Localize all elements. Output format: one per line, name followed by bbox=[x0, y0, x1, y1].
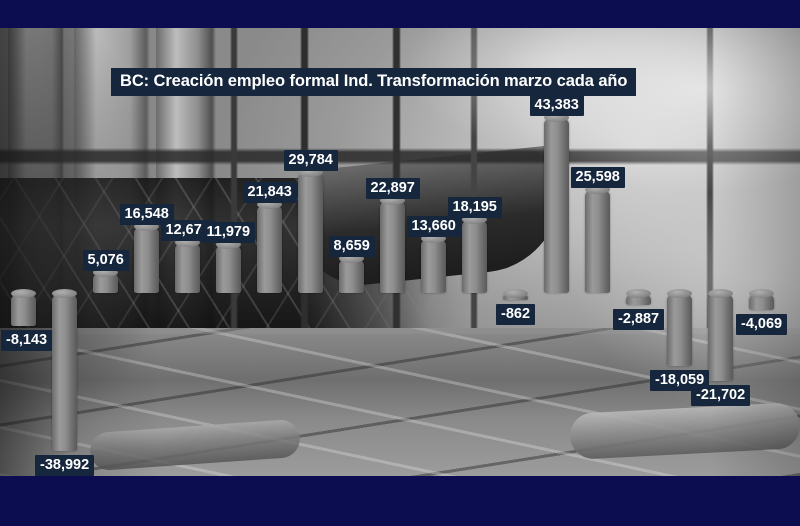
bar[interactable] bbox=[421, 233, 446, 293]
bar-cap bbox=[134, 221, 159, 231]
bar-cap bbox=[298, 168, 323, 178]
bar[interactable] bbox=[585, 185, 610, 293]
plot-area: -8,143 -38,992 5,076 16,548 12,674 11,979 21,8… bbox=[0, 28, 800, 476]
bar-cap bbox=[175, 237, 200, 247]
bar[interactable] bbox=[708, 289, 733, 382]
bar[interactable] bbox=[626, 289, 651, 305]
bottom-border-band bbox=[0, 476, 800, 526]
bar-value-label: -8,143 bbox=[1, 330, 53, 352]
bar-value-label: 8,659 bbox=[328, 235, 375, 257]
bar[interactable] bbox=[216, 240, 241, 293]
bar-cap bbox=[708, 289, 733, 298]
bar-cap bbox=[11, 289, 36, 298]
bar-cap bbox=[462, 215, 487, 225]
bar[interactable] bbox=[462, 215, 487, 293]
bar-slot bbox=[536, 28, 577, 476]
bar-value-label: 13,660 bbox=[406, 215, 461, 237]
bar-cap bbox=[667, 289, 692, 298]
bar-slot bbox=[44, 28, 85, 476]
bar-slot bbox=[659, 28, 700, 476]
bar-slot bbox=[741, 28, 782, 476]
bar-value-label: -4,069 bbox=[736, 313, 788, 335]
bar-value-label: 5,076 bbox=[82, 250, 129, 272]
bar[interactable] bbox=[134, 221, 159, 293]
bar-slot bbox=[700, 28, 741, 476]
bar-slot bbox=[249, 28, 290, 476]
bar-cap bbox=[544, 113, 569, 122]
bar-slot bbox=[208, 28, 249, 476]
bar-cap bbox=[216, 240, 241, 250]
bar-slot bbox=[85, 28, 126, 476]
bar-value-label: 21,843 bbox=[242, 182, 297, 204]
bar-slot bbox=[372, 28, 413, 476]
bar-slot bbox=[167, 28, 208, 476]
bar-cap bbox=[93, 268, 118, 278]
bar-value-label: 25,598 bbox=[570, 167, 625, 189]
bar-cap bbox=[52, 289, 77, 298]
bar[interactable] bbox=[339, 253, 364, 293]
bar-slot bbox=[495, 28, 536, 476]
bar-slot bbox=[3, 28, 44, 476]
bar-cap bbox=[503, 289, 528, 298]
top-border-band bbox=[0, 0, 800, 28]
bar-value-label: 43,383 bbox=[529, 95, 584, 116]
bar-cap bbox=[749, 289, 774, 298]
bar-cap bbox=[421, 233, 446, 243]
bar[interactable] bbox=[175, 237, 200, 293]
bar-value-label: 11,979 bbox=[201, 222, 256, 244]
bar-slot bbox=[290, 28, 331, 476]
bar-value-label: 12,674 bbox=[160, 219, 215, 241]
bar[interactable] bbox=[503, 289, 528, 300]
bar-cap bbox=[380, 196, 405, 206]
bar[interactable] bbox=[52, 289, 77, 452]
bar-slot bbox=[126, 28, 167, 476]
bar-slot bbox=[618, 28, 659, 476]
bar-slot bbox=[454, 28, 495, 476]
bar-value-label: 22,897 bbox=[365, 178, 420, 200]
background-photo: BC: Creación empleo formal Ind. Transfor… bbox=[0, 28, 800, 476]
bar-value-label: 29,784 bbox=[283, 150, 338, 172]
bar[interactable] bbox=[298, 168, 323, 293]
bar[interactable] bbox=[749, 289, 774, 310]
bar[interactable] bbox=[380, 196, 405, 293]
bar-slot bbox=[577, 28, 618, 476]
bar[interactable] bbox=[93, 268, 118, 293]
bar[interactable] bbox=[544, 113, 569, 293]
bar-value-label: -38,992 bbox=[35, 455, 95, 476]
bar-value-label: 16,548 bbox=[119, 203, 174, 225]
bar[interactable] bbox=[667, 289, 692, 367]
bar[interactable] bbox=[257, 200, 282, 293]
bar[interactable] bbox=[11, 289, 36, 327]
bar-value-label: -2,887 bbox=[613, 308, 665, 330]
bar-value-label: -21,702 bbox=[691, 385, 751, 407]
bar-slot bbox=[331, 28, 372, 476]
bar-value-label: -862 bbox=[496, 304, 536, 325]
bar-cap bbox=[339, 253, 364, 263]
bar-cap bbox=[585, 185, 610, 195]
chart-title: BC: Creación empleo formal Ind. Transfor… bbox=[111, 68, 637, 96]
bar-slot bbox=[413, 28, 454, 476]
bar-value-label: 18,195 bbox=[447, 197, 502, 219]
bar-cap bbox=[626, 289, 651, 298]
bar-cap bbox=[257, 200, 282, 210]
